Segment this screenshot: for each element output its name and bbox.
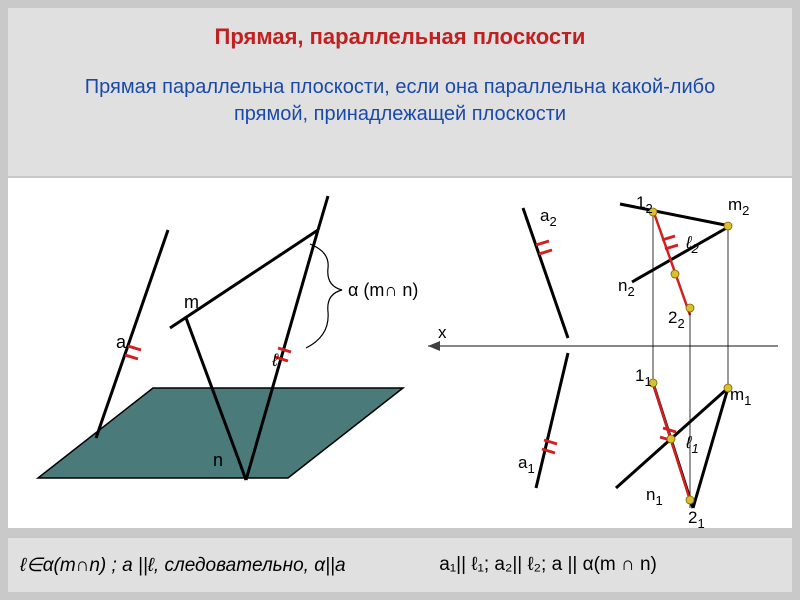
label-alpha: α (m∩ n) [348,280,418,300]
brace [306,244,342,348]
tick-a2 [125,355,138,359]
lbl-12: 12 [636,193,653,216]
right-diagram: x [428,193,778,528]
lbl-l1: ℓ1 [685,433,699,456]
x-label: x [438,323,447,342]
tick-l2-2 [665,245,678,249]
label-l: ℓ [271,350,279,370]
tick-a2-1 [536,241,549,245]
footer-right-text: a₁|| ℓ₁; a₂|| ℓ₂; a || α(m ∩ n) [439,554,792,576]
tick-l1-1 [663,428,676,432]
label-a: a [116,332,127,352]
x-arrow [428,341,440,351]
line-l2 [653,210,690,315]
footer-panel: ℓ∈α(m∩n) ; a ||ℓ, следовательно, α||a a₁… [8,538,792,592]
page-subtitle: Прямая параллельна плоскости, если она п… [28,74,772,128]
lbl-a2: a2 [540,206,557,229]
lbl-21: 21 [688,508,705,528]
node-n2int [671,270,679,278]
page-title: Прямая, параллельная плоскости [28,24,772,50]
diagram-svg: a m n ℓ α (m∩ n) x [8,178,792,528]
node-21 [686,496,694,504]
tick-a1 [128,346,141,350]
node-22 [686,304,694,312]
subtitle-line-1: Прямая параллельна плоскости, если она п… [85,76,715,98]
lbl-m1: m1 [730,385,751,408]
footer-left-text: ℓ∈α(m∩n) ; a ||ℓ, следовательно, α||a [8,554,439,577]
lbl-n1: n1 [646,485,663,508]
left-diagram: a m n ℓ α (m∩ n) [38,196,418,480]
line-n2 [632,226,730,282]
subtitle-line-2: прямой, принадлежащей плоскости [234,103,566,125]
tick-l1 [278,348,291,352]
diagram-area: a m n ℓ α (m∩ n) x [8,178,792,528]
lbl-11: 11 [635,366,652,389]
node-l1int [667,435,675,443]
node-m2end [724,222,732,230]
line-a1 [536,353,568,488]
lbl-22: 22 [668,308,685,331]
line-l-ext [318,196,328,230]
tick-l2-1 [662,236,675,240]
lbl-n2: n2 [618,276,635,299]
label-n: n [213,450,223,470]
lbl-m2: m2 [728,195,749,218]
label-m: m [184,292,199,312]
lbl-a1: a1 [518,453,535,476]
tick-a2-2 [539,250,552,254]
line-a2 [523,208,568,338]
header-panel: Прямая, параллельная плоскости Прямая па… [8,8,792,176]
lbl-l2: ℓ2 [685,233,700,256]
line-m-3d [170,230,318,328]
